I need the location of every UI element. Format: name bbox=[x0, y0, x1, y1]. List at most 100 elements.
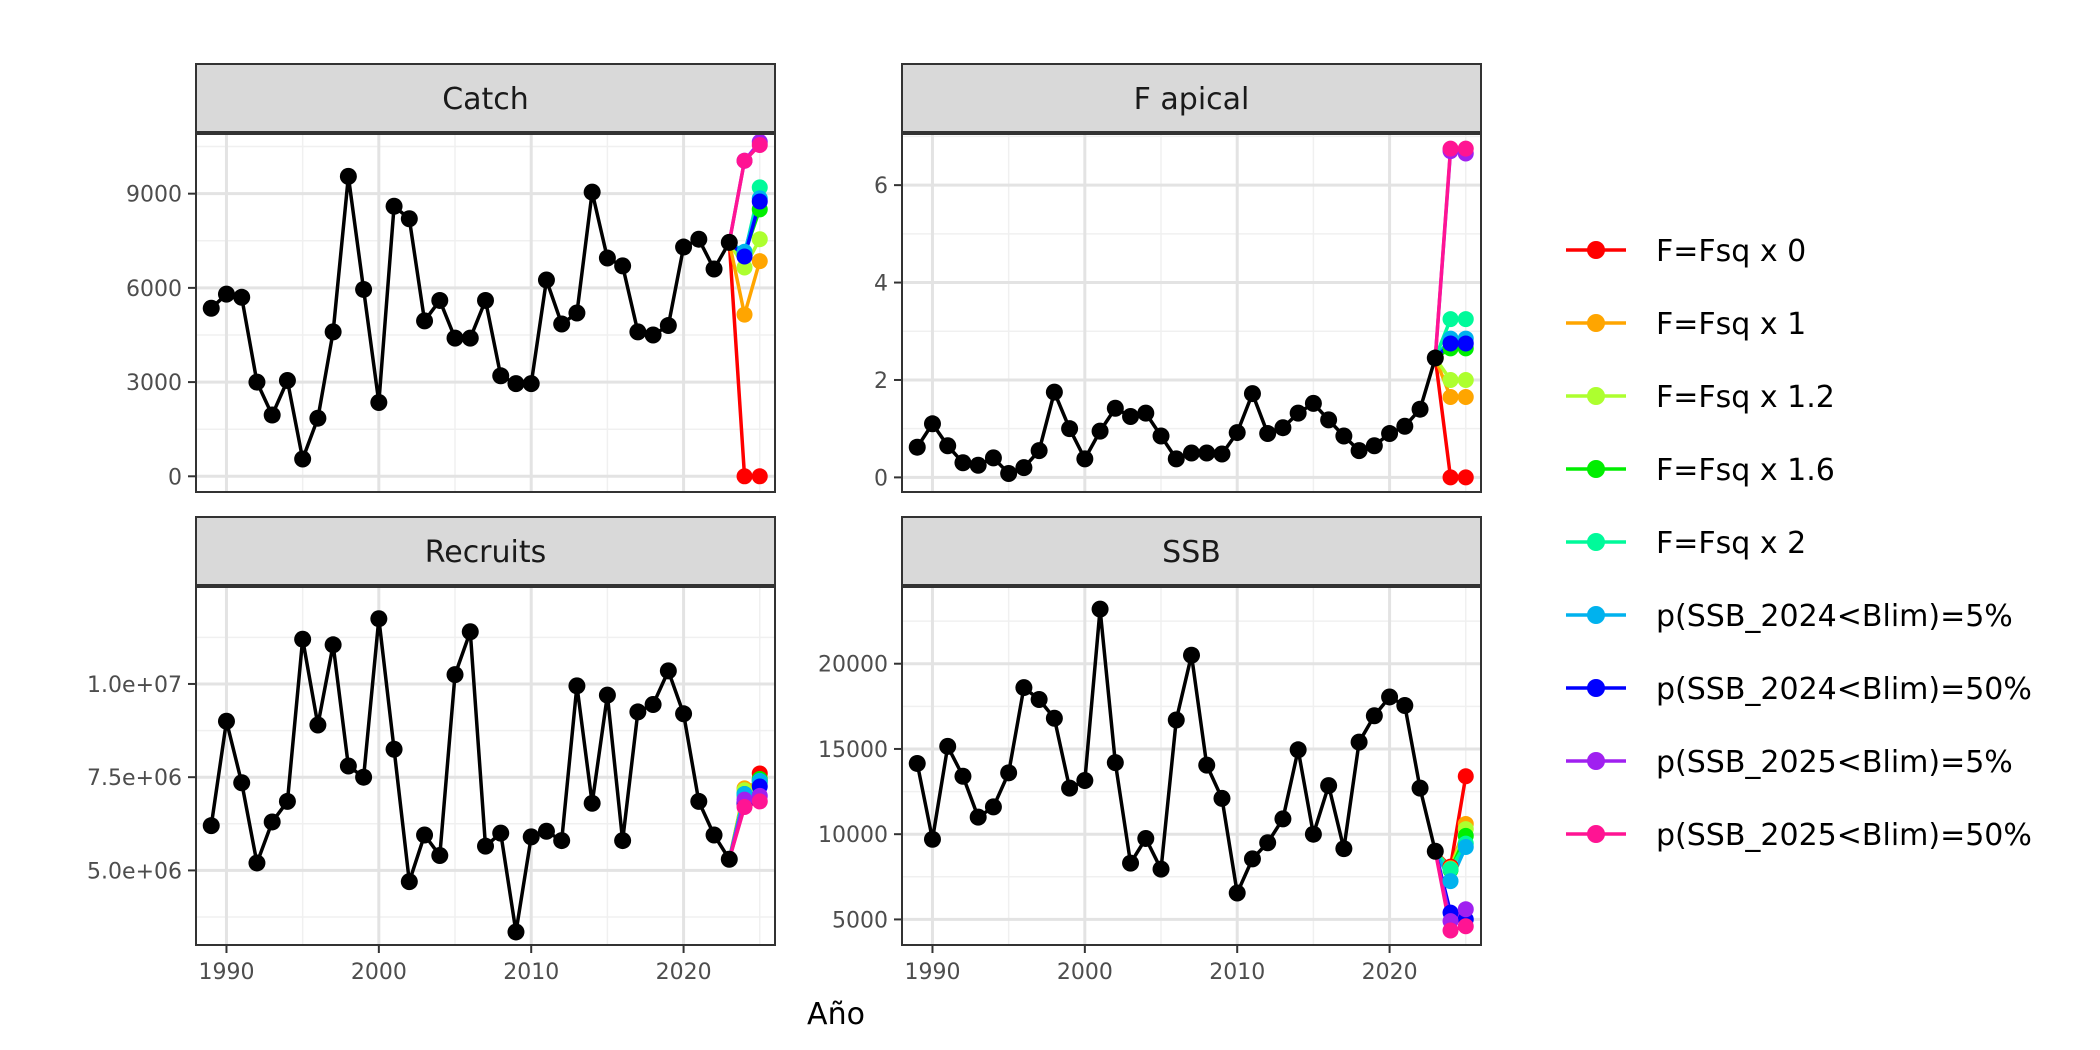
historical-point bbox=[1365, 437, 1383, 455]
scenario-point bbox=[1442, 140, 1459, 157]
legend-label: p(SSB_2025<Blim)=50% bbox=[1656, 818, 2032, 853]
legend-item: F=Fsq x 2 bbox=[1566, 526, 1806, 561]
historical-point bbox=[1015, 459, 1033, 477]
scenario-point bbox=[751, 193, 768, 210]
historical-point bbox=[1320, 777, 1338, 795]
historical-point bbox=[1274, 810, 1292, 828]
historical-point bbox=[446, 329, 464, 347]
x-tick-label: 2000 bbox=[351, 960, 407, 985]
historical-point bbox=[1106, 399, 1124, 417]
y-tick-label: 10000 bbox=[818, 823, 888, 848]
scenario-point bbox=[736, 306, 753, 323]
scenario-point bbox=[1457, 140, 1474, 157]
scenario-point bbox=[1442, 335, 1459, 352]
scenario-point bbox=[751, 793, 768, 810]
historical-point bbox=[583, 794, 601, 812]
historical-point bbox=[1335, 840, 1353, 858]
historical-point bbox=[1045, 383, 1063, 401]
historical-point bbox=[385, 740, 403, 758]
historical-point bbox=[939, 737, 957, 755]
y-tick-label: 4 bbox=[874, 272, 888, 297]
historical-point bbox=[969, 808, 987, 826]
historical-point bbox=[370, 394, 388, 411]
panel-border bbox=[195, 586, 776, 946]
historical-point bbox=[461, 329, 479, 347]
historical-point bbox=[278, 792, 296, 810]
historical-point bbox=[568, 677, 586, 695]
historical-point bbox=[492, 367, 510, 385]
historical-point bbox=[1122, 854, 1140, 872]
historical-point bbox=[522, 375, 540, 393]
historical-point bbox=[614, 257, 632, 275]
historical-point bbox=[659, 662, 677, 680]
panel-border bbox=[901, 133, 1482, 493]
y-tick-label: 5000 bbox=[832, 908, 888, 933]
legend-label: F=Fsq x 1 bbox=[1656, 307, 1806, 342]
historical-point bbox=[461, 623, 479, 641]
y-tick-label: 5.0e+06 bbox=[87, 859, 182, 884]
scenario-point bbox=[736, 468, 753, 485]
legend-key-point bbox=[1587, 387, 1605, 405]
facet-strip bbox=[195, 63, 776, 133]
scenario-point bbox=[1457, 838, 1474, 855]
y-tick-label: 9000 bbox=[126, 183, 182, 208]
historical-point bbox=[984, 798, 1002, 816]
historical-point bbox=[507, 375, 525, 393]
y-tick-label: 15000 bbox=[818, 738, 888, 763]
legend-item: F=Fsq x 1 bbox=[1566, 307, 1806, 342]
historical-point bbox=[233, 288, 251, 306]
historical-point bbox=[659, 317, 677, 335]
historical-point bbox=[614, 832, 632, 850]
legend-key-point bbox=[1587, 533, 1605, 551]
historical-point bbox=[248, 373, 266, 391]
historical-point bbox=[477, 291, 494, 309]
panel-border bbox=[195, 133, 776, 493]
historical-point bbox=[583, 183, 601, 201]
historical-point bbox=[507, 923, 525, 941]
historical-point bbox=[984, 449, 1002, 467]
historical-point bbox=[1335, 427, 1353, 445]
historical-point bbox=[248, 854, 266, 872]
historical-point bbox=[1411, 400, 1429, 418]
historical-point bbox=[202, 817, 220, 835]
scenario-point bbox=[1457, 901, 1474, 918]
historical-point bbox=[278, 372, 296, 390]
legend-item: p(SSB_2025<Blim)=5% bbox=[1566, 745, 2013, 780]
historical-point bbox=[1137, 404, 1155, 422]
historical-point bbox=[294, 630, 312, 648]
historical-point bbox=[1274, 419, 1292, 437]
historical-point bbox=[1426, 349, 1444, 367]
historical-point bbox=[690, 792, 708, 810]
historical-point bbox=[644, 695, 662, 713]
legend-key-point bbox=[1587, 679, 1605, 697]
historical-point bbox=[553, 315, 571, 333]
historical-point bbox=[1015, 679, 1033, 697]
historical-point bbox=[492, 824, 510, 842]
historical-point bbox=[1411, 779, 1429, 797]
historical-point bbox=[1045, 709, 1063, 727]
y-tick-label: 0 bbox=[168, 465, 182, 490]
historical-point bbox=[908, 754, 926, 772]
facet-title: Recruits bbox=[425, 535, 547, 570]
x-tick-label: 2000 bbox=[1057, 960, 1113, 985]
historical-point bbox=[1061, 779, 1079, 797]
panel-catch: Catch 0 3000 6000 9000 bbox=[126, 63, 776, 493]
historical-point bbox=[1289, 404, 1307, 422]
y-tick-label: 7.5e+06 bbox=[87, 766, 182, 791]
historical-point bbox=[1228, 424, 1246, 442]
historical-point bbox=[675, 238, 693, 256]
historical-point bbox=[1030, 691, 1048, 709]
historical-point bbox=[1396, 417, 1414, 435]
historical-point bbox=[1228, 884, 1246, 902]
x-tick-label: 2010 bbox=[503, 960, 559, 985]
legend-label: p(SSB_2024<Blim)=50% bbox=[1656, 672, 2032, 707]
scenario-point bbox=[1457, 311, 1474, 328]
legend-label: p(SSB_2025<Blim)=5% bbox=[1656, 745, 2013, 780]
historical-point bbox=[1000, 764, 1018, 782]
historical-point bbox=[1350, 442, 1368, 460]
scenario-point bbox=[736, 259, 753, 276]
legend-label: F=Fsq x 1.2 bbox=[1656, 380, 1835, 415]
x-tick-label: 1990 bbox=[904, 960, 960, 985]
panel-border bbox=[901, 586, 1482, 946]
